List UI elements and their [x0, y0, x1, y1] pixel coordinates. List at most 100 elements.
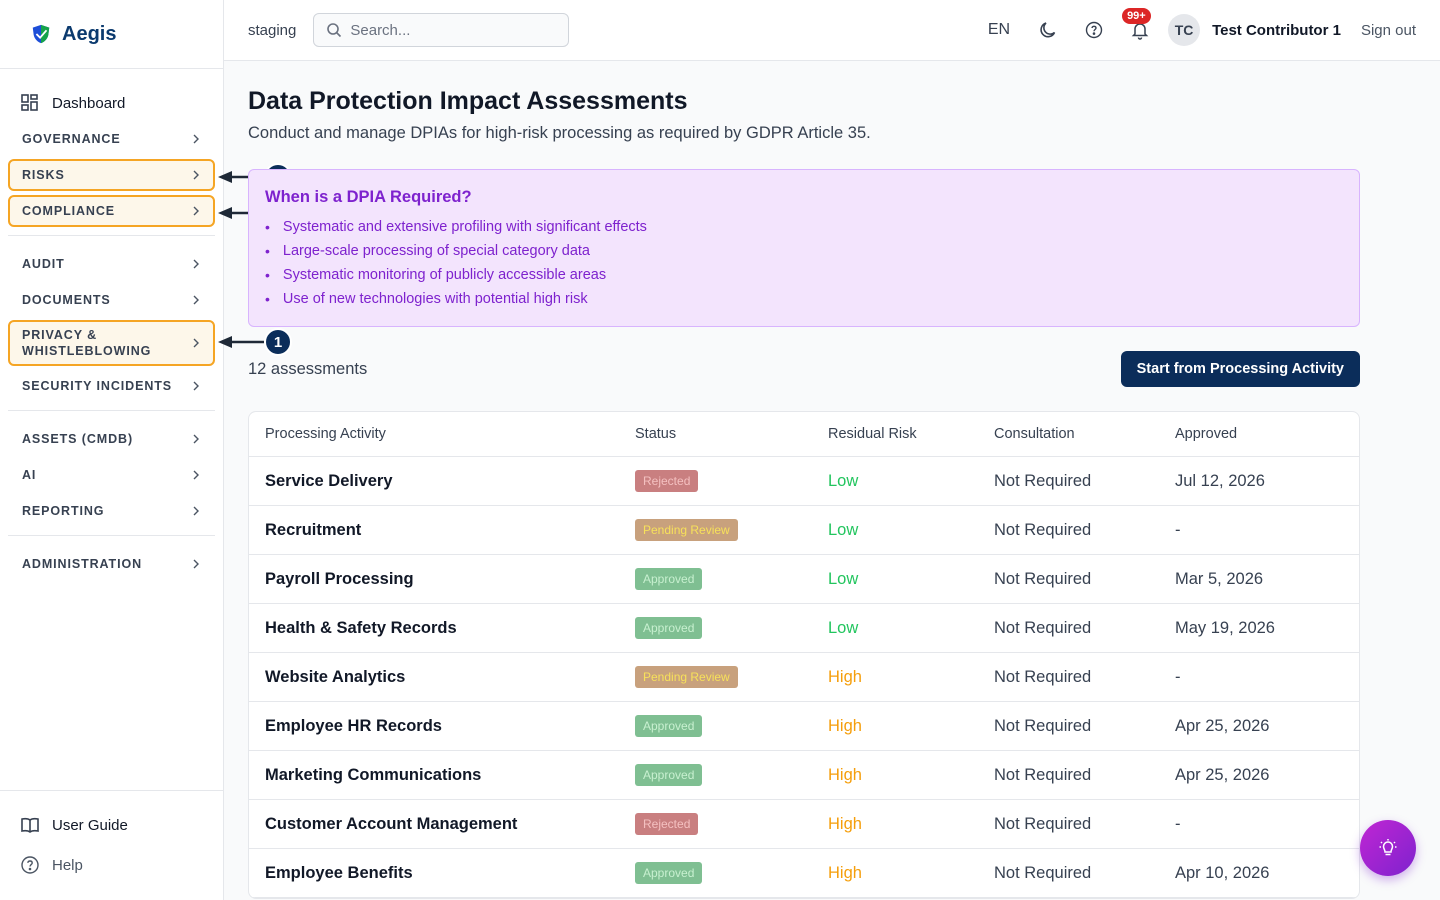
chevron-right-icon [193, 381, 199, 391]
status-badge: Approved [635, 617, 703, 639]
help-label: Help [52, 856, 83, 874]
help-link[interactable]: Help [20, 845, 223, 885]
dashboard-grid-icon [21, 94, 38, 111]
sidebar-group-assets[interactable]: ASSETS (CMDB) [8, 423, 215, 455]
brand[interactable]: Aegis [0, 0, 223, 69]
consultation-cell: Not Required [994, 667, 1092, 686]
notifications-button[interactable]: 99+ [1122, 8, 1151, 40]
topbar: staging EN 99+ TC Test Contributor 1 Sig… [224, 0, 1440, 61]
sidebar-group-risks[interactable]: RISKS [8, 159, 215, 191]
approved-date-cell: Apr 10, 2026 [1175, 863, 1270, 882]
consultation-cell: Not Required [994, 569, 1092, 588]
processing-activity-cell: Health & Safety Records [265, 618, 457, 637]
processing-activity-cell: Website Analytics [265, 667, 406, 686]
residual-risk-cell: High [828, 863, 862, 882]
brand-name: Aegis [62, 22, 117, 45]
bell-icon [1131, 23, 1149, 40]
user-guide-label: User Guide [52, 816, 128, 834]
consultation-cell: Not Required [994, 471, 1092, 490]
consultation-cell: Not Required [994, 520, 1092, 539]
status-badge: Rejected [635, 813, 699, 835]
chevron-right-icon [193, 506, 199, 516]
info-title: When is a DPIA Required? [265, 188, 472, 206]
shield-logo-icon [32, 24, 50, 44]
info-item: Systematic and extensive profiling with … [265, 215, 1359, 239]
list-toolbar: 12 assessments Start from Processing Act… [248, 351, 1360, 387]
residual-risk-cell: High [828, 765, 862, 784]
status-badge: Approved [635, 715, 703, 737]
lightbulb-icon [1379, 839, 1397, 856]
processing-activity-cell: Employee Benefits [265, 863, 413, 882]
sidebar-divider [8, 235, 215, 236]
callout-privacy: 1 [216, 328, 292, 356]
moon-icon[interactable] [1038, 20, 1058, 40]
column-header[interactable]: Residual Risk [828, 426, 917, 442]
language-selector[interactable]: EN [987, 21, 1011, 38]
topbar-actions: EN 99+ TC Test Contributor 1 Sign out [987, 8, 1416, 46]
sidebar-group-governance[interactable]: GOVERNANCE [8, 123, 215, 155]
page-title: Data Protection Impact Assessments [248, 87, 688, 115]
approved-date-cell: - [1175, 814, 1181, 833]
table-row[interactable]: Payroll Processing Approved Low Not Require… [249, 555, 1359, 604]
processing-activity-cell: Customer Account Management [265, 814, 518, 833]
sidebar-group-compliance[interactable]: COMPLIANCE [8, 195, 215, 227]
table-row[interactable]: Customer Account Management Rejected High N… [249, 800, 1359, 849]
consultation-cell: Not Required [994, 814, 1092, 833]
chevron-right-icon [193, 295, 199, 305]
chevron-right-icon [193, 559, 199, 569]
start-from-processing-activity-button[interactable]: Start from Processing Activity [1120, 351, 1360, 387]
status-cell: Approved [635, 715, 828, 737]
dpia-info-box: When is a DPIA Required? Systematic and … [248, 169, 1360, 327]
sidebar-item-dashboard[interactable]: Dashboard [8, 87, 215, 119]
sidebar-group-label: AUDIT [22, 257, 65, 271]
help-circle-icon [21, 856, 39, 874]
sidebar-group-reporting[interactable]: REPORTING [8, 495, 215, 527]
sidebar-group-audit[interactable]: AUDIT [8, 248, 215, 280]
sidebar-group-label: DOCUMENTS [22, 293, 111, 307]
residual-risk-cell: High [828, 667, 862, 686]
sidebar-group-administration[interactable]: ADMINISTRATION [8, 548, 215, 580]
chevron-right-icon [193, 338, 199, 348]
avatar[interactable]: TC [1168, 14, 1201, 46]
search-box[interactable] [313, 13, 570, 47]
approved-date-cell: Apr 25, 2026 [1175, 765, 1270, 784]
sidebar-group-documents[interactable]: DOCUMENTS [8, 284, 215, 316]
column-header[interactable]: Approved [1175, 426, 1238, 442]
sidebar-group-ai[interactable]: AI [8, 459, 215, 491]
help-circle-icon[interactable] [1084, 20, 1104, 40]
consultation-cell: Not Required [994, 618, 1092, 637]
table-row[interactable]: Marketing Communications Approved High Not … [249, 751, 1359, 800]
chevron-right-icon [193, 470, 199, 480]
approved-date-cell: - [1175, 520, 1181, 539]
user-name[interactable]: Test Contributor 1 [1212, 21, 1341, 39]
status-badge: Pending Review [635, 519, 738, 541]
sidebar-group-security-incidents[interactable]: SECURITY INCIDENTS [8, 370, 215, 402]
page-subtitle: Conduct and manage DPIAs for high-risk p… [248, 124, 871, 142]
sidebar-group-label: PRIVACY & WHISTLEBLOWING [22, 327, 151, 359]
assistant-button[interactable] [1360, 820, 1416, 876]
sidebar-group-privacy-whistleblowing[interactable]: PRIVACY & WHISTLEBLOWING [8, 320, 215, 366]
status-cell: Approved [635, 862, 828, 884]
table-row[interactable]: Employee HR Records Approved High Not Requi… [249, 702, 1359, 751]
table-row[interactable]: Website Analytics Pending Review High Not R… [249, 653, 1359, 702]
status-cell: Approved [635, 568, 828, 590]
chevron-right-icon [193, 170, 199, 180]
column-header[interactable]: Status [635, 426, 677, 442]
approved-date-cell: Jul 12, 2026 [1175, 471, 1265, 490]
user-guide-link[interactable]: User Guide [20, 805, 223, 845]
status-badge: Pending Review [635, 666, 738, 688]
sidebar-group-label: REPORTING [22, 504, 105, 518]
sidebar-divider [8, 535, 215, 536]
table-row[interactable]: Service Delivery Rejected Low Not Required J… [249, 457, 1359, 506]
search-input[interactable] [350, 21, 551, 39]
table-row[interactable]: Recruitment Pending Review Low Not Required… [249, 506, 1359, 555]
table-row[interactable]: Employee Benefits Approved High Not Require… [249, 849, 1359, 898]
info-item: Large-scale processing of special catego… [265, 239, 1359, 263]
column-header[interactable]: Consultation [994, 426, 1075, 442]
info-item: Systematic monitoring of publicly access… [265, 263, 1359, 287]
column-header[interactable]: Processing Activity [265, 426, 386, 442]
sidebar-group-label: AI [22, 468, 37, 482]
sign-out-link[interactable]: Sign out [1360, 21, 1416, 39]
table-row[interactable]: Health & Safety Records Approved Low Not Re… [249, 604, 1359, 653]
residual-risk-cell: Low [828, 471, 859, 490]
